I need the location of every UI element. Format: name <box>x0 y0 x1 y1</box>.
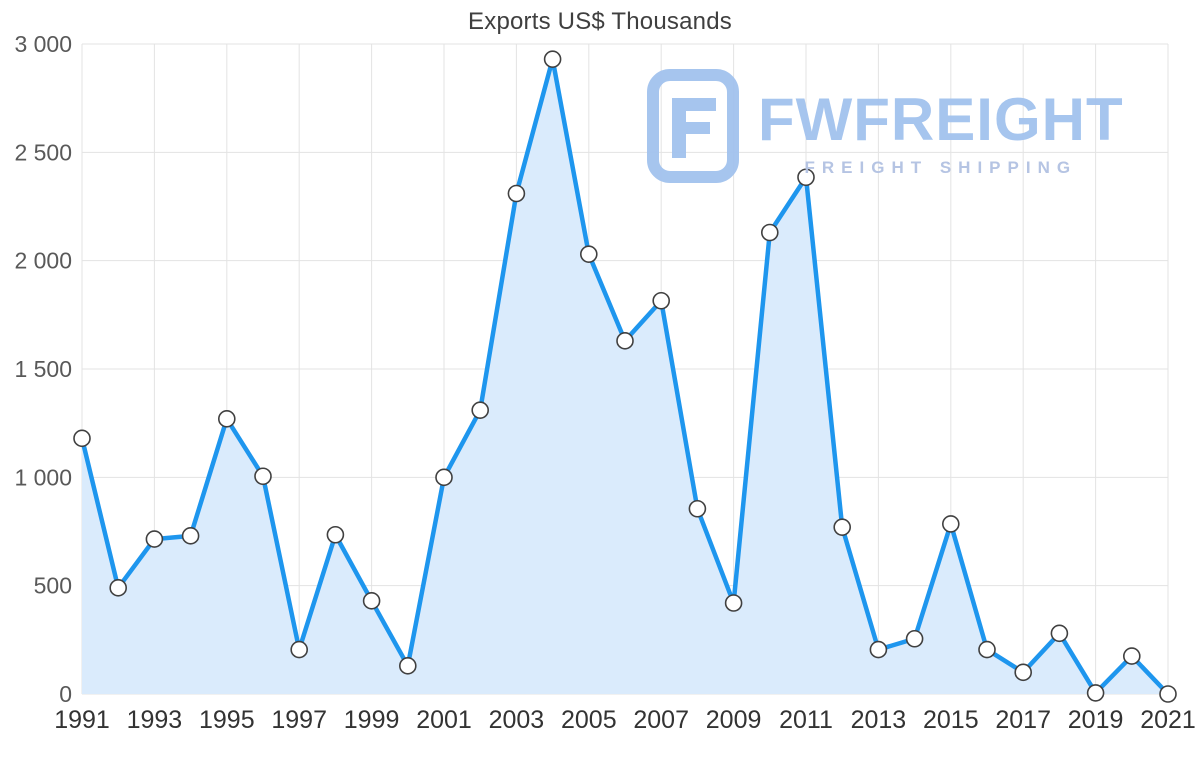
y-tick-label: 3 000 <box>14 31 72 57</box>
data-point-1992[interactable] <box>109 579 127 597</box>
x-tick-label: 1995 <box>199 706 255 734</box>
x-tick-label: 1991 <box>54 706 110 734</box>
y-tick-label: 2 000 <box>14 248 72 274</box>
x-tick-label: 2011 <box>779 706 833 734</box>
data-point-2012[interactable] <box>833 518 852 536</box>
data-point-2003[interactable] <box>507 184 526 203</box>
data-point-2020[interactable] <box>1123 647 1141 665</box>
x-tick-label: 2009 <box>706 706 762 734</box>
y-tick-label: 2 500 <box>14 139 72 165</box>
data-point-1997[interactable] <box>290 640 309 659</box>
data-point-1995[interactable] <box>218 410 236 428</box>
y-tick-label: 1 000 <box>14 464 72 490</box>
data-point-2004[interactable] <box>543 50 562 68</box>
data-point-2000[interactable] <box>398 657 417 675</box>
x-tick-label: 2007 <box>633 706 689 734</box>
x-tick-label: 1997 <box>271 706 327 734</box>
data-point-2007[interactable] <box>652 291 671 310</box>
chart-title: Exports US$ Thousands <box>468 8 732 35</box>
data-point-2009[interactable] <box>724 594 743 612</box>
x-tick-label: 2013 <box>851 706 907 734</box>
x-tick-label: 2017 <box>995 706 1051 734</box>
x-tick-label: 2019 <box>1068 706 1124 734</box>
data-point-2019[interactable] <box>1086 684 1105 702</box>
data-point-2002[interactable] <box>471 401 490 419</box>
y-tick-label: 500 <box>34 573 72 599</box>
data-point-1996[interactable] <box>254 467 272 486</box>
data-point-2021[interactable] <box>1159 685 1177 703</box>
data-point-1991[interactable] <box>73 429 91 448</box>
y-tick-label: 0 <box>59 681 72 707</box>
data-point-1998[interactable] <box>326 525 345 544</box>
y-tick-label: 1 500 <box>14 356 72 382</box>
data-point-2016[interactable] <box>978 640 996 659</box>
series-area-fill <box>82 59 1168 694</box>
data-point-2001[interactable] <box>435 468 453 487</box>
data-point-2017[interactable] <box>1014 663 1033 682</box>
data-point-2006[interactable] <box>616 332 634 350</box>
data-point-1994[interactable] <box>181 527 200 545</box>
data-point-2018[interactable] <box>1050 624 1069 643</box>
data-point-2010[interactable] <box>760 223 779 242</box>
data-point-2013[interactable] <box>869 640 888 659</box>
data-point-2008[interactable] <box>688 499 707 518</box>
data-point-2014[interactable] <box>905 629 924 648</box>
x-tick-label: 2003 <box>489 706 545 734</box>
x-tick-label: 2005 <box>561 706 617 734</box>
x-tick-label: 1999 <box>344 706 400 734</box>
data-point-2015[interactable] <box>941 515 960 533</box>
data-point-1999[interactable] <box>362 592 381 610</box>
x-tick-label: 1993 <box>127 706 183 734</box>
x-tick-label: 2015 <box>923 706 979 734</box>
data-point-2005[interactable] <box>579 245 598 263</box>
x-tick-label: 2021 <box>1140 706 1196 734</box>
data-point-2011[interactable] <box>797 168 815 187</box>
data-point-1993[interactable] <box>145 530 164 548</box>
x-tick-label: 2001 <box>416 706 472 734</box>
